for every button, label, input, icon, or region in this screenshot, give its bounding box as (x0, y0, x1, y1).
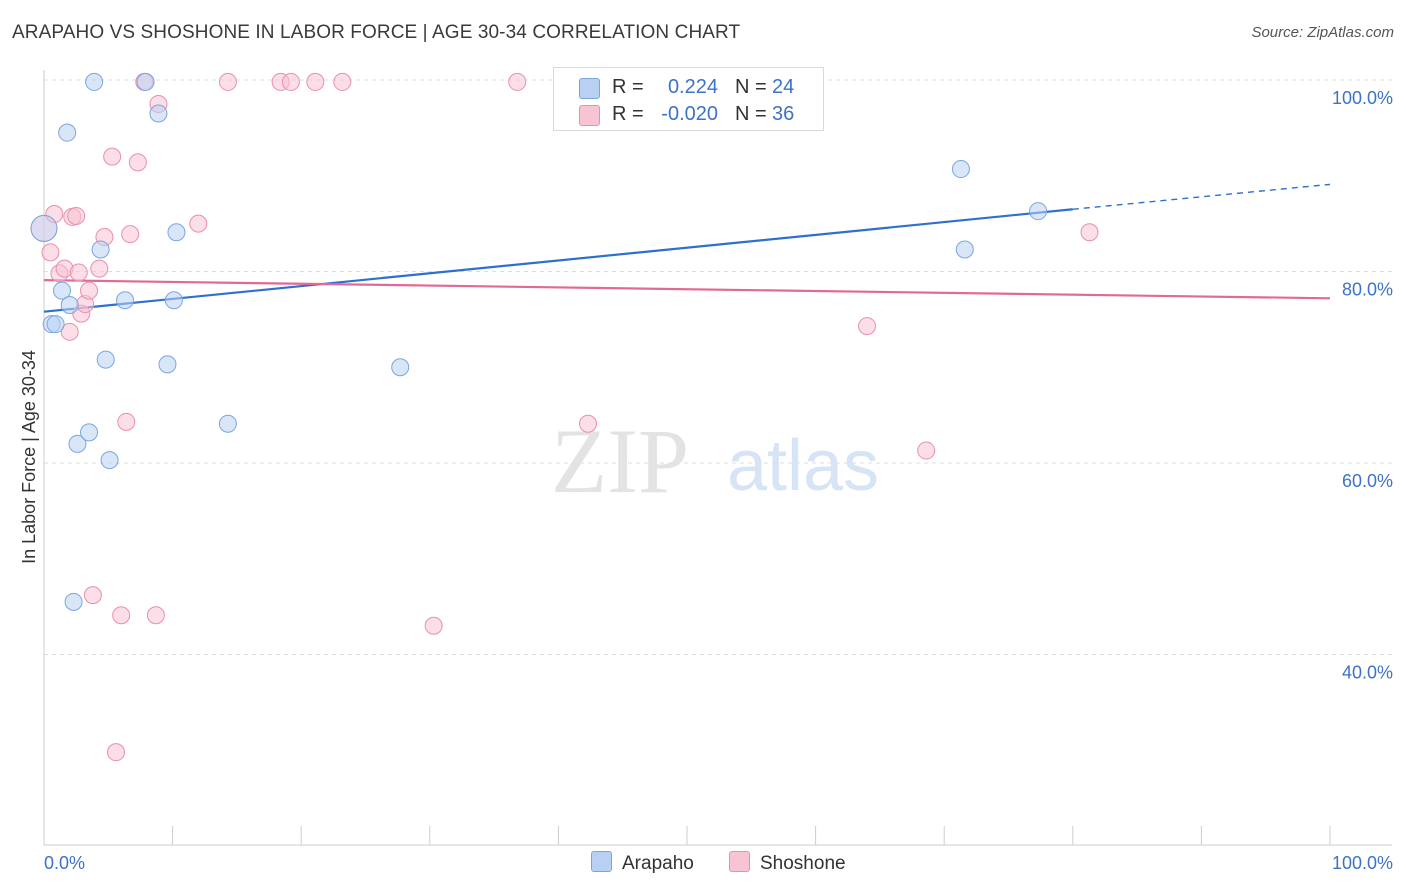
shoshone-point (112, 606, 131, 625)
arapaho-point (951, 160, 970, 179)
axis-layer: 40.0% 60.0% 80.0% 100.0% 0.0% 100.0% (43, 70, 1393, 873)
n-value: 24 (772, 76, 795, 98)
r-label: R = (612, 76, 644, 98)
shoshone-point (45, 205, 64, 224)
shoshone-point (858, 317, 877, 336)
shoshone-point (424, 616, 443, 635)
watermark: ZIP atlas (551, 410, 879, 512)
arapaho-point (60, 296, 79, 315)
arapaho-point (164, 291, 183, 310)
stats-legend: R = 0.224 N = 24 R = -0.020 N = 36 (553, 67, 824, 131)
arapaho-legend-label: Arapaho (622, 853, 694, 874)
shoshone-point (67, 206, 86, 225)
arapaho-point (218, 414, 237, 433)
arapaho-point (64, 592, 83, 611)
n-label: N = (735, 76, 767, 98)
shoshone-point (121, 225, 140, 244)
r-value: -0.020 (661, 103, 718, 125)
chart-title: ARAPAHO VS SHOSHONE IN LABOR FORCE | AGE… (12, 22, 741, 43)
arapaho-point (100, 451, 119, 470)
y-axis-label: In Labor Force | Age 30-34 (19, 350, 39, 564)
arapaho-point (68, 434, 87, 453)
n-value: 36 (772, 103, 795, 125)
arapaho-point (46, 315, 65, 334)
x-tick-label: 100.0% (1332, 853, 1393, 873)
arapaho-legend-swatch (591, 851, 612, 872)
shoshone-point (146, 606, 165, 625)
shoshone-point (128, 153, 147, 172)
shoshone-point (117, 412, 136, 431)
shoshone-point (69, 263, 88, 282)
n-label: N = (735, 103, 767, 125)
shoshone-point (80, 281, 99, 300)
grid-layer (44, 79, 1392, 655)
legend-row-arapaho: R = 0.224 N = 24 (554, 74, 823, 100)
shoshone-point (917, 441, 936, 460)
arapaho-point (1029, 202, 1048, 221)
x-tick-label: 0.0% (44, 853, 85, 873)
arapaho-point (85, 72, 104, 91)
arapaho-point (58, 123, 77, 142)
arapaho-point (30, 214, 58, 242)
arapaho-point (96, 350, 115, 369)
arapaho-point (136, 72, 155, 91)
shoshone-point (41, 243, 60, 262)
watermark-zip: ZIP (551, 410, 689, 512)
arapaho-point (167, 223, 186, 242)
shoshone-point (1080, 223, 1099, 242)
shoshone-point (218, 72, 237, 91)
r-value: 0.224 (667, 76, 718, 98)
shoshone-point (83, 586, 102, 605)
arapaho-swatch (579, 78, 600, 99)
y-tick-label: 60.0% (1342, 471, 1393, 491)
shoshone-point (508, 72, 527, 91)
arapaho-point (116, 291, 135, 310)
source-label: Source: ZipAtlas.com (1251, 24, 1394, 41)
legend-row-shoshone: R = -0.020 N = 36 (554, 101, 823, 127)
arapaho-point (91, 240, 110, 259)
trend-layer (43, 183, 1331, 313)
arapaho-point (391, 358, 410, 377)
shoshone-swatch (579, 105, 600, 126)
watermark-atlas: atlas (727, 426, 879, 506)
legend-item-shoshone[interactable]: Shoshone (729, 851, 846, 875)
shoshone-point (281, 72, 300, 91)
y-tick-label: 80.0% (1342, 280, 1393, 300)
arapaho-point (955, 240, 974, 259)
arapaho-point (158, 355, 177, 374)
y-tick-label: 100.0% (1332, 88, 1393, 108)
shoshone-point (333, 72, 352, 91)
r-label: R = (612, 103, 644, 125)
arapaho-trend-line (43, 208, 1073, 313)
shoshone-legend-swatch (729, 851, 750, 872)
point-layer (30, 72, 1099, 762)
arapaho-trend-extension (1072, 183, 1331, 210)
y-tick-label: 40.0% (1342, 663, 1393, 683)
shoshone-point (90, 259, 109, 278)
shoshone-point (306, 72, 325, 91)
shoshone-point (107, 743, 126, 762)
shoshone-point (60, 322, 79, 341)
shoshone-point (189, 214, 208, 233)
legend-item-arapaho[interactable]: Arapaho (591, 851, 694, 875)
arapaho-point (53, 281, 72, 300)
shoshone-legend-label: Shoshone (760, 853, 846, 874)
shoshone-point (578, 414, 597, 433)
arapaho-point (149, 104, 168, 123)
shoshone-trend-line (43, 279, 1331, 300)
arapaho-point (80, 423, 99, 442)
shoshone-point (103, 147, 122, 166)
